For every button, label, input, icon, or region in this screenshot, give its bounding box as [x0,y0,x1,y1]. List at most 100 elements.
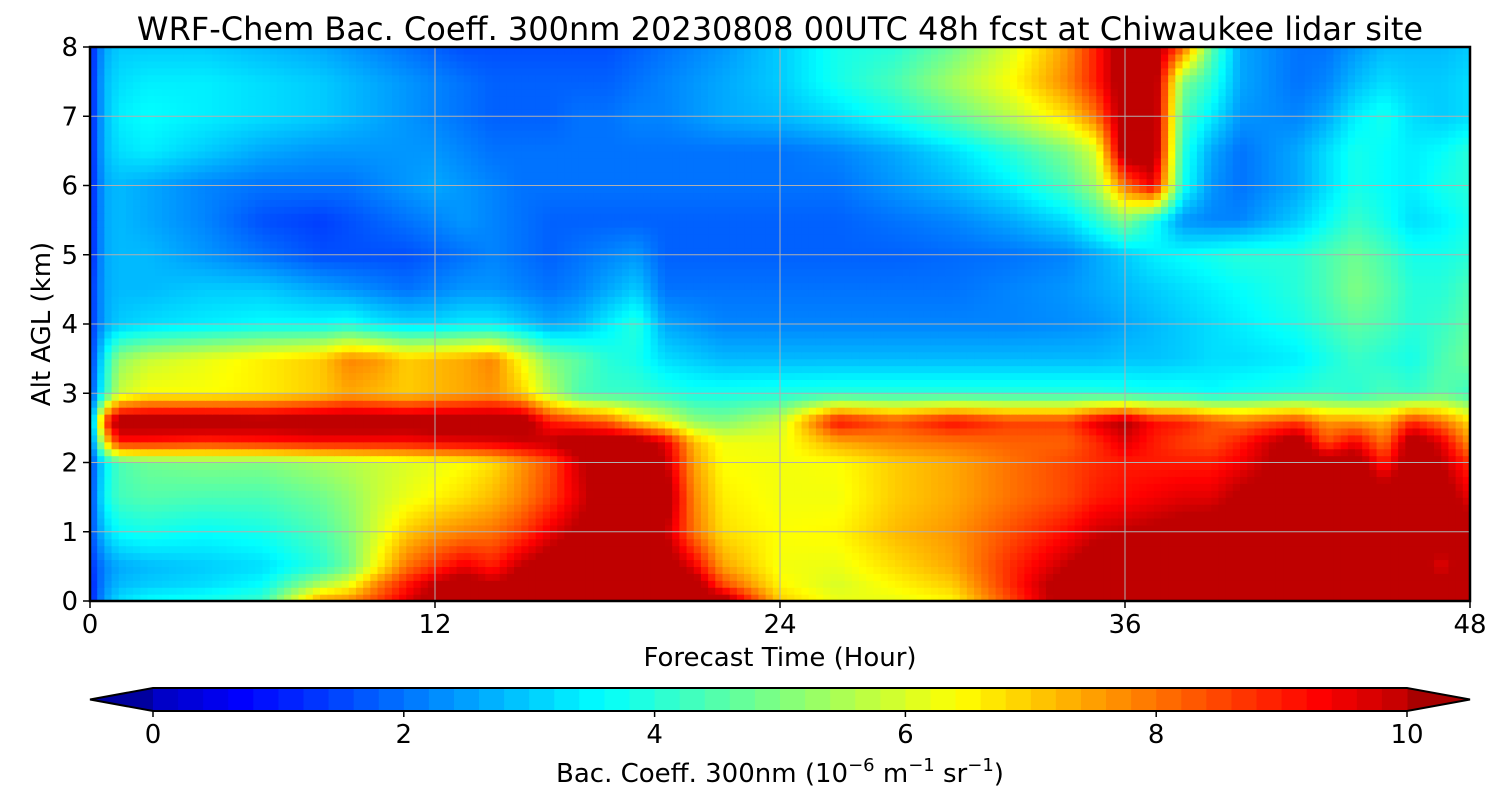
heatmap-cell [736,497,745,505]
heatmap-cell [147,497,156,505]
heatmap-cell [1434,587,1442,595]
heatmap-cell [873,524,882,533]
heatmap-cell [363,531,371,540]
heatmap-cell [1031,448,1040,457]
heatmap-cell [1362,531,1370,540]
heatmap-cell [320,441,328,450]
heatmap-cell [1304,462,1313,471]
heatmap-cell [348,552,357,561]
heatmap-cell [801,552,810,561]
heatmap-cell [1426,497,1435,505]
heatmap-cell [1441,455,1450,464]
heatmap-cell [952,497,961,505]
heatmap-cell [593,580,601,588]
heatmap-cell [485,420,494,429]
heatmap-cell [1434,517,1442,526]
heatmap-cell [1304,580,1313,588]
heatmap-cell [305,573,314,581]
heatmap-cell [298,441,307,450]
heatmap-cell [823,587,831,595]
heatmap-cell [1067,573,1076,581]
heatmap-cell [1369,510,1378,519]
heatmap-cell [1031,469,1040,477]
heatmap-cell [133,434,141,443]
heatmap-cell [140,476,149,484]
heatmap-cell [1376,469,1385,477]
heatmap-cell [1434,510,1442,519]
heatmap-cell [1204,594,1212,602]
heatmap-cell [233,483,242,491]
heatmap-cell [463,448,472,457]
heatmap-cell [1283,587,1291,595]
heatmap-cell [923,427,932,436]
heatmap-cell [154,510,163,519]
heatmap-cell [90,552,98,561]
heatmap-cell [1426,510,1435,519]
heatmap-cell [787,469,795,477]
heatmap-cell [844,538,853,547]
heatmap-cell [1002,504,1011,512]
heatmap-cell [751,497,760,505]
heatmap-cell [844,531,853,540]
heatmap-cell [1031,594,1040,602]
heatmap-cell [1189,476,1198,484]
heatmap-cell [1010,441,1018,450]
heatmap-cell [1347,455,1356,464]
heatmap-cell [1333,434,1342,443]
heatmap-cell [255,490,264,498]
heatmap-cell [1412,504,1421,512]
heatmap-cell [205,504,213,512]
heatmap-cell [370,559,379,567]
heatmap-cell [571,573,580,581]
heatmap-cell [981,497,990,505]
heatmap-cell [1067,490,1076,498]
heatmap-cell [1081,504,1090,512]
heatmap-cell [657,483,666,491]
heatmap-cell [859,455,867,464]
heatmap-cell [1175,448,1184,457]
heatmap-cell [118,573,127,581]
heatmap-cell [564,524,573,533]
heatmap-cell [478,538,486,547]
heatmap-cell [1247,524,1255,533]
heatmap-cell [291,455,300,464]
heatmap-cell [320,538,328,547]
heatmap-cell [1426,559,1435,567]
heatmap-cell [334,420,343,429]
heatmap-cell [564,476,573,484]
heatmap-cell [772,559,781,567]
heatmap-cell [298,587,307,595]
heatmap-cell [1081,538,1090,547]
heatmap-cell [399,559,407,567]
heatmap-cell [190,573,199,581]
heatmap-cell [607,517,616,526]
heatmap-cell [1405,552,1414,561]
heatmap-cell [1268,559,1277,567]
heatmap-cell [190,497,199,505]
heatmap-cell [959,566,968,574]
heatmap-cell [233,455,242,464]
heatmap-cell [686,455,695,464]
heatmap-cell [305,517,314,526]
heatmap-cell [327,504,335,512]
heatmap-cell [1074,559,1083,567]
heatmap-cell [305,427,314,436]
heatmap-cell [1290,538,1299,547]
heatmap-cell [700,594,709,602]
heatmap-cell [269,566,278,574]
heatmap-cell [176,476,185,484]
heatmap-cell [1455,531,1464,540]
heatmap-cell [851,552,860,561]
heatmap-cell [1412,531,1421,540]
heatmap-cell [844,566,853,574]
heatmap-cell [406,580,415,588]
heatmap-cell [1390,448,1399,457]
heatmap-cell [1369,531,1378,540]
heatmap-cell [97,517,105,526]
heatmap-cell [887,545,896,554]
heatmap-cell [815,462,824,471]
heatmap-cell [629,434,637,443]
heatmap-cell [521,573,530,581]
heatmap-cell [456,538,465,547]
heatmap-cell [169,538,177,547]
